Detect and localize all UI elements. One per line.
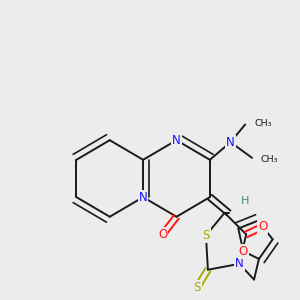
Text: N: N <box>172 134 181 147</box>
Text: CH₃: CH₃ <box>261 155 278 164</box>
Text: N: N <box>139 190 148 204</box>
Text: O: O <box>238 244 248 258</box>
Text: S: S <box>194 281 201 294</box>
Text: CH₃: CH₃ <box>254 118 272 127</box>
Text: N: N <box>235 257 244 270</box>
Text: S: S <box>202 229 210 242</box>
Text: H: H <box>241 196 249 206</box>
Text: O: O <box>158 228 167 241</box>
Text: O: O <box>258 220 268 233</box>
Text: N: N <box>226 136 235 148</box>
